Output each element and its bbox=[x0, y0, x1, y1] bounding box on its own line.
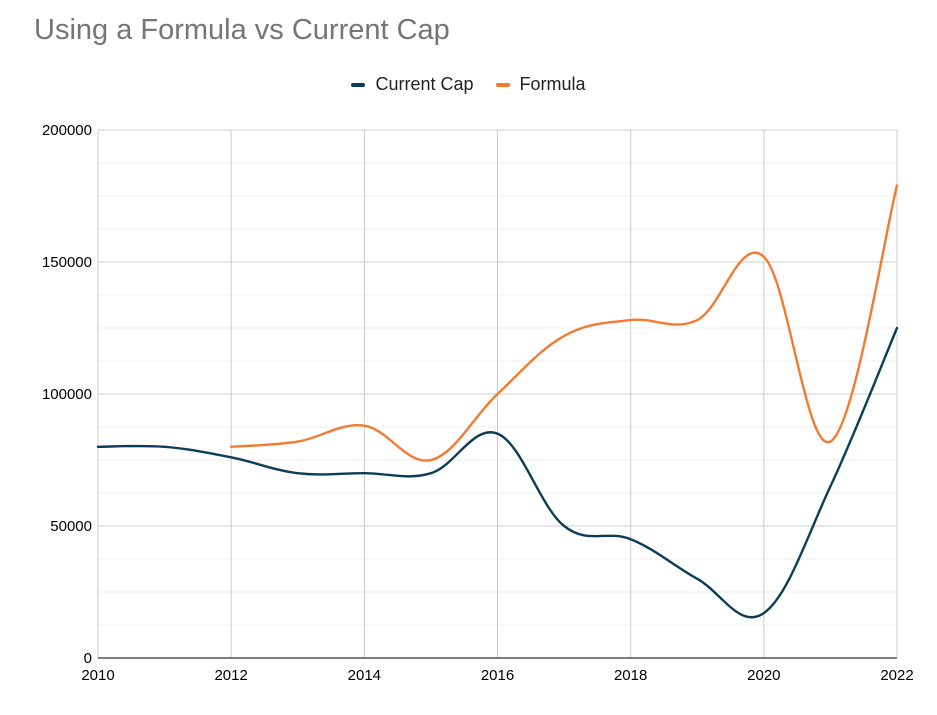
y-tick-label: 150000 bbox=[42, 254, 92, 271]
x-tick-label: 2014 bbox=[348, 667, 381, 684]
legend-label-current-cap: Current Cap bbox=[375, 74, 474, 94]
x-tick-label: 2022 bbox=[880, 667, 913, 684]
y-tick-label: 100000 bbox=[42, 386, 92, 403]
y-tick-label: 200000 bbox=[42, 122, 92, 139]
x-tick-label: 2010 bbox=[81, 667, 114, 684]
x-tick-label: 2020 bbox=[747, 667, 780, 684]
legend-swatch-current-cap bbox=[351, 82, 366, 87]
legend: Current Cap Formula bbox=[0, 74, 937, 95]
legend-item-formula[interactable]: Formula bbox=[495, 74, 586, 95]
legend-item-current-cap[interactable]: Current Cap bbox=[351, 74, 474, 95]
y-tick-label: 0 bbox=[84, 650, 92, 667]
tick-labels: 0 50000 100000 150000 200000 2010 2012 2014 2016… bbox=[42, 122, 914, 684]
chart-title: Using a Formula vs Current Cap bbox=[34, 14, 450, 46]
y-tick-label: 50000 bbox=[50, 518, 92, 535]
series-line-formula[interactable] bbox=[229, 184, 899, 462]
legend-label-formula: Formula bbox=[519, 74, 586, 94]
x-tick-label: 2018 bbox=[614, 667, 647, 684]
series-layer bbox=[96, 184, 899, 619]
x-tick-label: 2016 bbox=[481, 667, 514, 684]
x-tick-label: 2012 bbox=[214, 667, 247, 684]
legend-swatch-formula bbox=[495, 82, 510, 87]
series-line-current-cap[interactable] bbox=[96, 326, 899, 619]
grid-layer bbox=[97, 129, 898, 659]
